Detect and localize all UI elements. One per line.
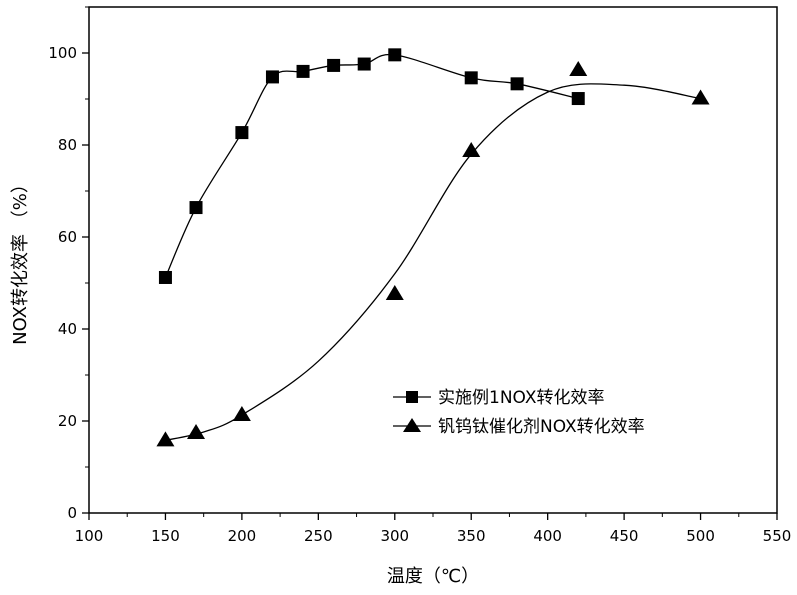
x-tick-label-450: 450 [610, 527, 639, 545]
x-tick-label-400: 400 [533, 527, 562, 545]
square-point-240 [297, 65, 310, 78]
legend-triangle-marker [403, 418, 421, 432]
y-axis-label: NOX转化效率 （%） [10, 175, 31, 345]
square-point-350 [465, 71, 478, 84]
y-tick-label-20: 20 [58, 412, 77, 430]
triangle-point-200 [233, 406, 251, 421]
x-axis-label: 温度（℃） [387, 566, 479, 587]
y-tick-label-40: 40 [58, 320, 77, 338]
square-point-300 [388, 48, 401, 61]
square-point-220 [266, 70, 279, 83]
x-tick-label-200: 200 [228, 527, 257, 545]
square-point-200 [235, 126, 248, 139]
square-point-150 [159, 271, 172, 284]
y-tick-label-100: 100 [48, 44, 77, 62]
x-tick-label-100: 100 [75, 527, 104, 545]
x-tick-label-250: 250 [304, 527, 333, 545]
legend-entry-1: 钒钨钛催化剂NOX转化效率 [393, 417, 645, 437]
x-tick-label-350: 350 [457, 527, 486, 545]
triangle-point-170 [187, 424, 205, 439]
series-markers [156, 48, 709, 446]
square-point-260 [327, 59, 340, 72]
x-tick-label-550: 550 [763, 527, 792, 545]
legend-entry-0: 实施例1NOX转化效率 [393, 388, 604, 408]
legend-label-1: 钒钨钛催化剂NOX转化效率 [438, 417, 645, 437]
x-tick-label-500: 500 [686, 527, 715, 545]
x-axis: 100 150 200 250 300 350 400 450 500 550 [75, 513, 792, 545]
legend: 实施例1NOX转化效率 钒钨钛催化剂NOX转化效率 [393, 388, 645, 437]
triangle-point-420 [569, 61, 587, 76]
y-axis: 0 20 40 60 80 100 [48, 7, 89, 522]
triangle-point-350 [462, 142, 480, 157]
x-tick-label-150: 150 [151, 527, 180, 545]
y-tick-label-80: 80 [58, 136, 77, 154]
triangle-point-300 [386, 285, 404, 300]
y-tick-label-60: 60 [58, 228, 77, 246]
square-point-380 [511, 77, 524, 90]
square-point-420 [572, 92, 585, 105]
square-point-170 [190, 201, 203, 214]
legend-label-0: 实施例1NOX转化效率 [438, 388, 604, 408]
x-tick-label-300: 300 [380, 527, 409, 545]
y-tick-label-0: 0 [67, 504, 77, 522]
series-curves [165, 54, 700, 440]
legend-square-marker [406, 391, 418, 403]
square-point-280 [358, 58, 371, 71]
